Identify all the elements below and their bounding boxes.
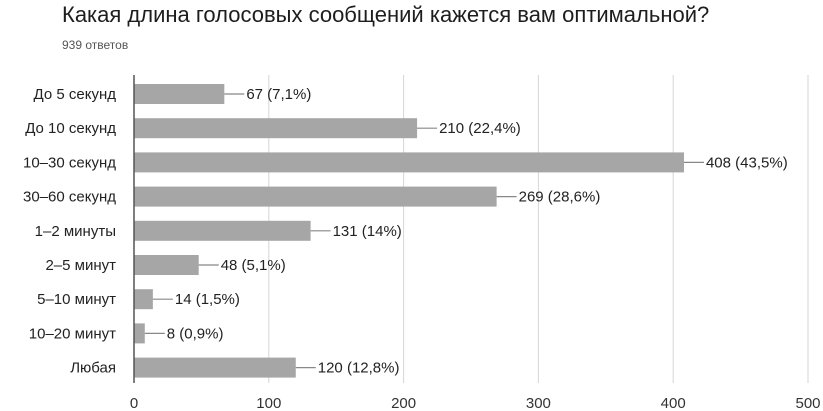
data-label: 14 (1,5%)	[175, 291, 240, 308]
category-label: Любая	[70, 360, 116, 377]
category-label: До 10 секунд	[25, 120, 116, 137]
chart-title: Какая длина голосовых сообщений кажется …	[62, 2, 710, 27]
bar	[134, 323, 145, 344]
data-label: 120 (12,8%)	[318, 360, 400, 377]
category-label: 2–5 минут	[45, 257, 116, 274]
data-label: 269 (28,6%)	[519, 189, 601, 206]
data-label: 210 (22,4%)	[439, 120, 521, 137]
bar	[134, 152, 684, 173]
x-tick-label: 0	[130, 395, 138, 411]
bar	[134, 118, 418, 139]
response-count: 939 ответов	[62, 38, 129, 52]
category-label: До 5 секунд	[34, 86, 117, 103]
data-label: 67 (7,1%)	[246, 86, 311, 103]
bar	[134, 289, 153, 310]
data-label: 408 (43,5%)	[706, 154, 788, 171]
x-tick-label: 300	[526, 395, 551, 411]
bar	[134, 357, 296, 378]
bar	[134, 220, 311, 241]
x-tick-label: 100	[256, 395, 281, 411]
x-tick-label: 500	[795, 395, 820, 411]
x-tick-label: 200	[391, 395, 416, 411]
category-label: 10–30 секунд	[23, 154, 116, 171]
category-label: 30–60 секунд	[23, 189, 116, 206]
category-label: 1–2 минуты	[35, 223, 116, 240]
x-tick-label: 400	[661, 395, 686, 411]
data-label: 8 (0,9%)	[167, 325, 224, 342]
category-label: 10–20 минут	[29, 325, 116, 342]
category-label: 5–10 минут	[37, 291, 116, 308]
bar	[134, 186, 497, 207]
data-label: 131 (14%)	[333, 223, 402, 240]
data-label: 48 (5,1%)	[221, 257, 286, 274]
bar	[134, 84, 225, 104]
bar	[134, 255, 199, 275]
